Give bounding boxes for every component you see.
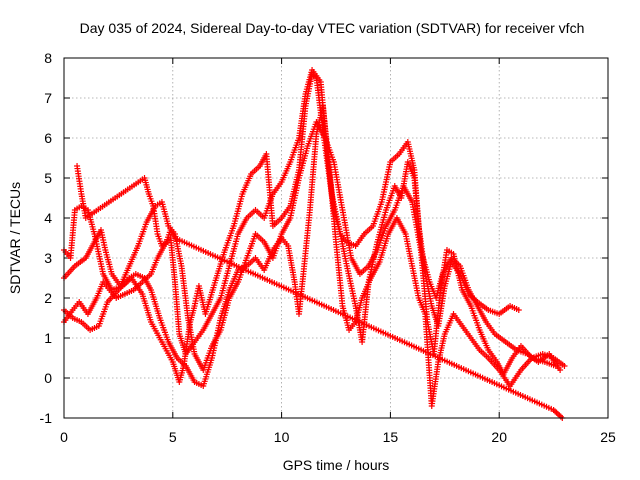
series-track-d [61, 119, 564, 373]
y-tick-labels: -1 0 1 2 3 4 5 6 7 8 [40, 50, 53, 426]
x-axis-label: GPS time / hours [283, 457, 390, 473]
y-tick-label: 4 [44, 210, 52, 226]
series-track-c [61, 67, 522, 357]
x-tick-label: 10 [274, 429, 290, 445]
x-tick-label: 15 [383, 429, 399, 445]
x-tick-label: 25 [600, 429, 616, 445]
data-point [561, 363, 568, 369]
y-tick-label: 3 [44, 250, 52, 266]
y-tick-label: 6 [44, 130, 52, 146]
y-axis-label: SDTVAR / TECUs [7, 182, 23, 294]
x-tick-label: 20 [491, 429, 507, 445]
x-tick-labels: 0 5 10 15 20 25 [60, 429, 616, 445]
series-track-e [74, 163, 566, 421]
data-point [557, 367, 564, 373]
plot-frame [63, 57, 609, 419]
y-tick-label: 2 [44, 290, 52, 306]
chart-title: Day 035 of 2024, Sidereal Day-to-day VTE… [80, 20, 585, 36]
x-tick-label: 5 [169, 429, 177, 445]
y-tick-label: 0 [44, 370, 52, 386]
data-series [61, 67, 568, 421]
data-point [515, 307, 522, 313]
y-tick-label: 1 [44, 330, 52, 346]
y-tick-label: -1 [40, 410, 53, 426]
x-tick-label: 0 [60, 429, 68, 445]
y-tick-label: 7 [44, 90, 52, 106]
y-tick-label: 5 [44, 170, 52, 186]
y-tick-label: 8 [44, 50, 52, 66]
